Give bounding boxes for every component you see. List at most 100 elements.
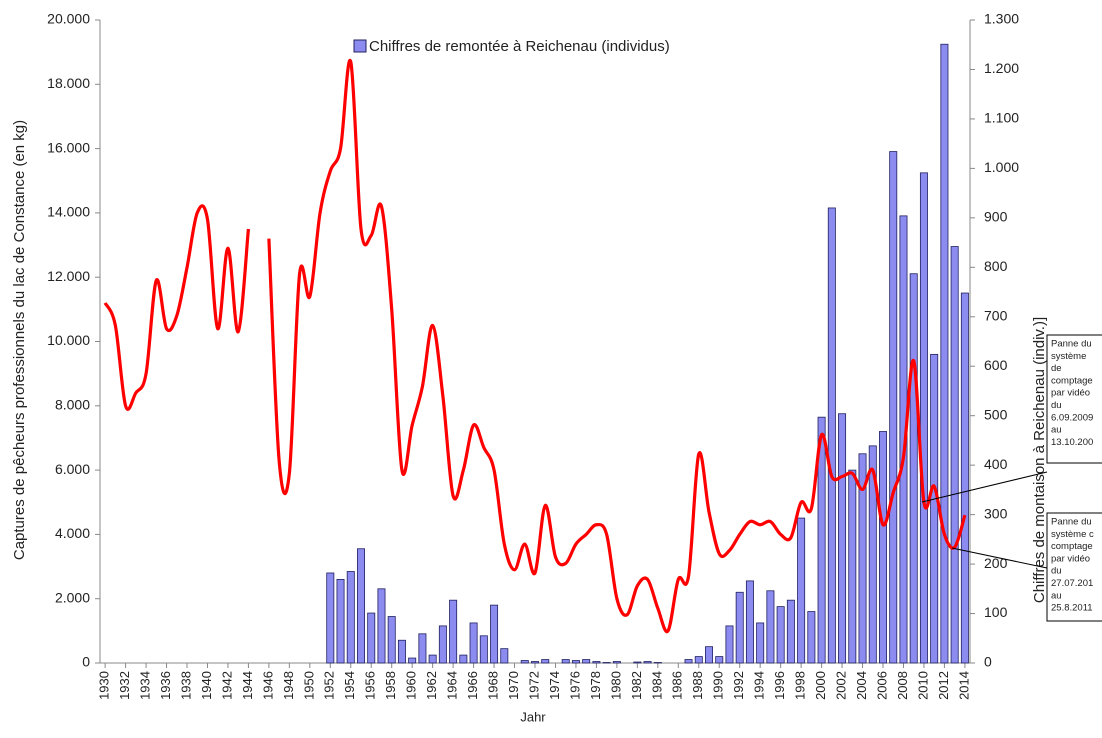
bar (910, 274, 917, 663)
annotation-text: système c (1051, 529, 1094, 540)
bar (593, 662, 600, 663)
bar (644, 662, 651, 663)
x-tick-label: 1960 (404, 671, 419, 700)
bar (746, 581, 753, 663)
x-tick-label: 1952 (322, 671, 337, 700)
bar (388, 617, 395, 663)
bar (879, 432, 886, 663)
annotation-text: par vidéo (1051, 388, 1090, 399)
bar (419, 634, 426, 663)
x-tick-label: 2008 (895, 671, 910, 700)
annotation-text: de (1051, 363, 1062, 374)
bar (726, 626, 733, 663)
y-tick-label: 18.000 (47, 75, 90, 91)
x-tick-label: 1930 (97, 671, 112, 700)
annotation-text: 13.10.200 (1051, 437, 1093, 448)
annotation-text: 27.07.201 (1051, 578, 1093, 589)
x-tick-label: 1970 (506, 671, 521, 700)
line (105, 206, 248, 409)
x-tick-label: 1990 (711, 671, 726, 700)
x-tick-label: 1992 (731, 671, 746, 700)
x-tick-label: 1964 (445, 671, 460, 700)
annotation-text: système (1051, 351, 1086, 362)
x-tick-label: 1974 (547, 671, 562, 700)
bar (347, 571, 354, 663)
bar (613, 662, 620, 663)
y2-tick-label: 100 (984, 604, 1008, 620)
y2-tick-label: 600 (984, 357, 1008, 373)
bar (705, 647, 712, 663)
legend-swatch (354, 40, 366, 52)
x-tick-label: 1958 (383, 671, 398, 700)
bar (777, 607, 784, 663)
bar (685, 660, 692, 663)
annotation-text: 6.09.2009 (1051, 412, 1093, 423)
bar (429, 655, 436, 663)
x-tick-label: 1934 (137, 671, 152, 700)
bar (920, 173, 927, 663)
x-tick-label: 1942 (219, 671, 234, 700)
x-tick-label: 1936 (158, 671, 173, 700)
legend-label: Chiffres de remontée à Reichenau (indivi… (369, 38, 670, 55)
y2-tick-label: 800 (984, 258, 1008, 274)
y2-tick-label: 1.300 (984, 11, 1019, 27)
annotation-text: comptage (1051, 541, 1093, 552)
x-tick-label: 2002 (833, 671, 848, 700)
bar (480, 636, 487, 663)
y2-tick-label: 1.200 (984, 60, 1019, 76)
y-tick-label: 20.000 (47, 11, 90, 27)
bar (357, 549, 364, 663)
bar (951, 247, 958, 663)
bar (941, 44, 948, 663)
y-axis-label: Captures de pêcheurs professionnels du l… (11, 120, 28, 560)
y2-tick-label: 500 (984, 406, 1008, 422)
x-tick-label: 1968 (485, 671, 500, 700)
annotation-text: au (1051, 425, 1062, 436)
y2-tick-label: 0 (984, 654, 992, 670)
x-tick-label: 1996 (772, 671, 787, 700)
annotation-text: comptage (1051, 375, 1093, 386)
annotation-text: du (1051, 566, 1062, 577)
y-tick-label: 10.000 (47, 332, 90, 348)
x-tick-label: 1994 (752, 671, 767, 700)
x-tick-label: 1944 (240, 671, 255, 700)
annotation-text: par vidéo (1051, 553, 1090, 564)
bar (439, 626, 446, 663)
bar (931, 354, 938, 663)
y2-tick-label: 300 (984, 505, 1008, 521)
bar (808, 612, 815, 663)
y-tick-label: 14.000 (47, 204, 90, 220)
bar (736, 592, 743, 663)
bar (409, 658, 416, 663)
annotation-text: 25.8.2011 (1051, 603, 1093, 614)
y2-tick-label: 400 (984, 456, 1008, 472)
x-tick-label: 1954 (342, 671, 357, 700)
bar (757, 623, 764, 663)
x-tick-label: 1976 (567, 671, 582, 700)
x-tick-label: 2000 (813, 671, 828, 700)
bar (583, 660, 590, 663)
bar (890, 152, 897, 663)
bar (798, 518, 805, 663)
bar (398, 640, 405, 663)
bar (327, 573, 334, 663)
bar (634, 662, 641, 663)
annotation-text: du (1051, 400, 1062, 411)
bar (521, 661, 528, 663)
annotation-text: au (1051, 590, 1062, 601)
x-tick-label: 1972 (526, 671, 541, 700)
bar (470, 623, 477, 663)
x-tick-label: 1962 (424, 671, 439, 700)
bar (368, 613, 375, 663)
y-tick-label: 0 (82, 654, 90, 670)
x-tick-label: 1948 (281, 671, 296, 700)
x-tick-label: 1986 (670, 671, 685, 700)
y2-axis-label: Chiffres de montaison à Reichenau (indiv… (1031, 317, 1048, 603)
x-tick-label: 1950 (301, 671, 316, 700)
bar (501, 649, 508, 663)
x-tick-label: 2010 (915, 671, 930, 700)
bar (337, 579, 344, 663)
y-tick-label: 4.000 (55, 525, 90, 541)
annotation-text: Panne du (1051, 517, 1092, 528)
